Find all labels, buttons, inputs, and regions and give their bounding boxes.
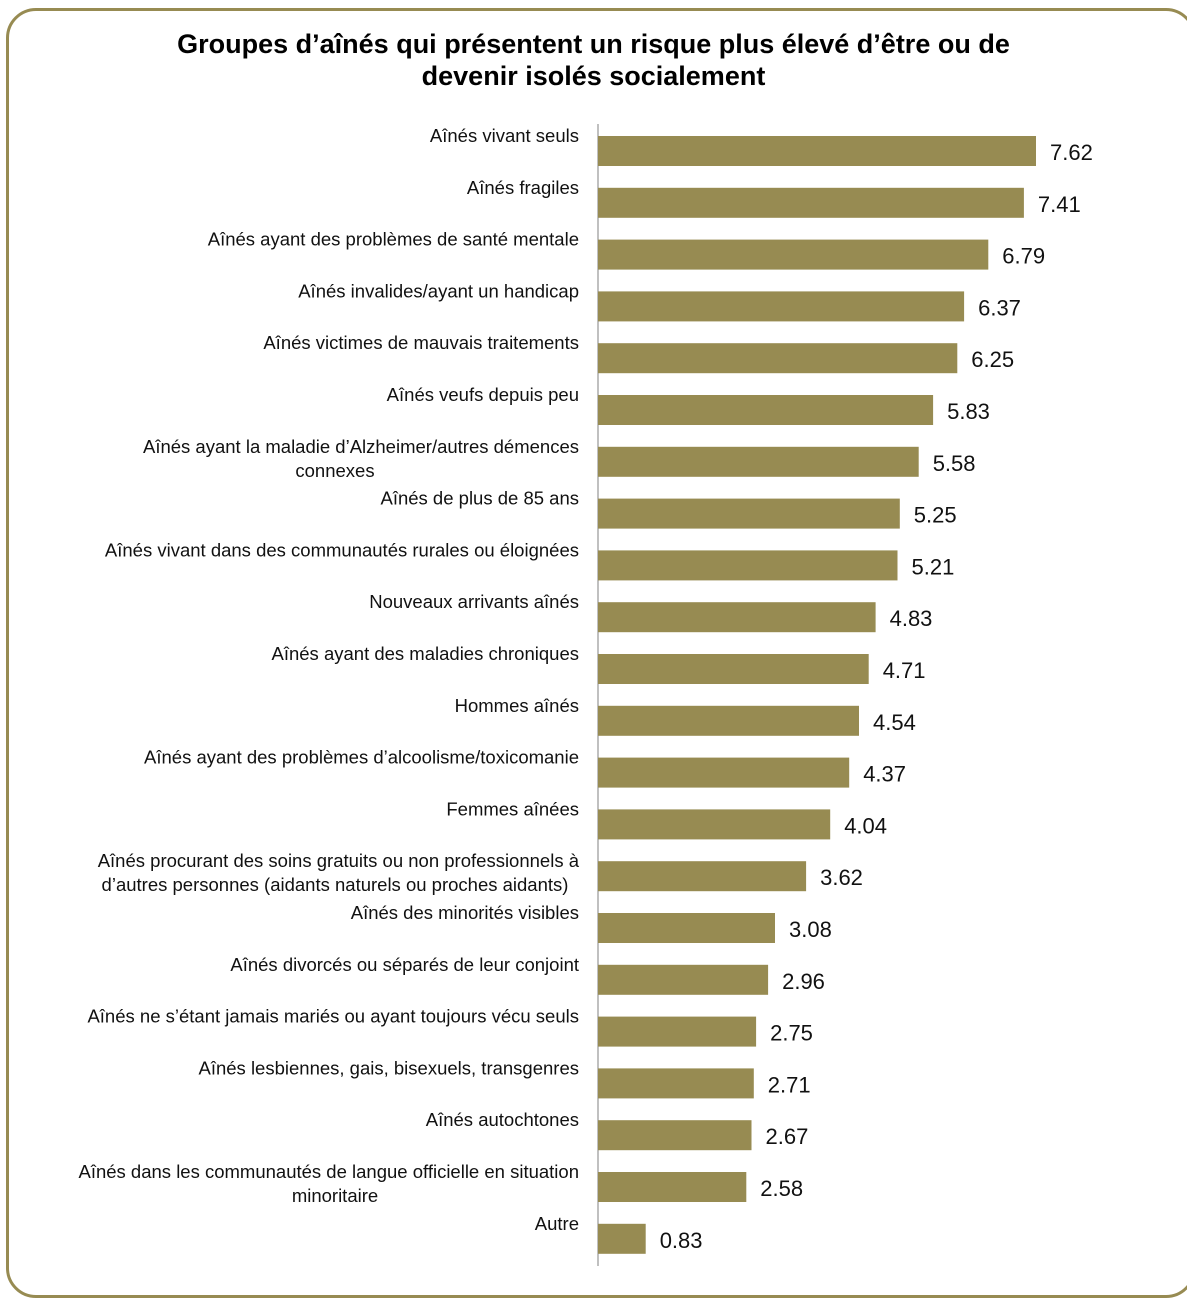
value-label: 7.62 [1050,140,1093,165]
bar [598,809,831,840]
category-label: Aînés ne s’étant jamais mariés ou ayant … [87,1006,579,1027]
category-label: Aînés ayant des maladies chroniques [272,643,580,664]
category-label: Aînés invalides/ayant un handicap [298,280,579,301]
value-label: 4.71 [883,658,926,683]
value-label: 0.83 [660,1228,703,1253]
category-label: Aînés procurant des soins gratuits ou no… [98,850,580,871]
category-label: Aînés dans les communautés de langue off… [78,1161,579,1182]
value-label: 2.71 [768,1072,811,1097]
value-label: 2.58 [760,1176,803,1201]
category-label: Aînés ayant des problèmes de santé menta… [208,229,579,250]
bar [598,343,958,374]
chart-title-line-1: Groupes d’aînés qui présentent un risque… [177,29,1010,59]
bar [598,602,876,633]
bar [598,861,807,892]
category-label: connexes [295,460,374,481]
category-label: Aînés divorcés ou séparés de leur conjoi… [230,954,579,975]
category-labels-group: Aînés vivant seuls Aînés fragiles Aînés ay… [78,125,579,1234]
category-label: Aînés victimes de mauvais traitements [263,332,579,353]
category-label: Aînés fragiles [467,177,579,198]
bar [598,913,775,943]
value-label: 5.25 [914,503,957,528]
value-label: 4.04 [844,813,887,838]
value-label: 3.08 [789,917,832,942]
bar [598,757,850,788]
chart-frame [6,8,1187,1298]
category-label: Autre [535,1213,579,1234]
chart-title-line-2: devenir isolés socialement [421,61,766,91]
bar [598,964,769,995]
value-label: 5.21 [912,554,955,579]
category-label: Aînés lesbiennes, gais, bisexuels, trans… [199,1057,580,1078]
bar [598,1223,646,1254]
bar [598,1120,752,1151]
bar [598,654,869,684]
value-labels-group: 7.62 7.41 6.79 6.37 6.25 5.83 5.58 5.25 5.21 4.83… [660,140,1093,1253]
value-label: 5.83 [947,399,990,424]
chart-title: Groupes d’aînés qui présentent un risque… [0,28,1187,92]
category-label: Aînés vivant seuls [430,125,579,146]
bar [598,498,900,529]
bar [598,550,898,581]
category-label: Femmes aînées [446,798,579,819]
bar [598,187,1024,218]
value-label: 5.58 [933,451,976,476]
value-label: 4.37 [863,762,906,787]
bar [598,239,989,270]
bar [598,395,934,425]
category-label: Aînés des minorités visibles [351,902,579,923]
category-label: minoritaire [292,1185,378,1206]
category-label: Aînés de plus de 85 ans [380,488,579,509]
value-label: 6.79 [1002,244,1045,269]
category-label: Aînés veufs depuis peu [387,384,579,405]
value-label: 7.41 [1038,192,1081,217]
bar [598,1068,754,1099]
category-label: Aînés ayant des problèmes d’alcoolisme/t… [144,747,579,768]
bar [598,446,919,477]
category-label: Aînés ayant la maladie d’Alzheimer/autre… [143,436,579,457]
value-label: 3.62 [820,865,863,890]
value-label: 4.54 [873,710,916,735]
bar [598,1016,757,1047]
category-label: Hommes aînés [455,695,579,716]
bar [598,705,859,736]
bar [598,136,1036,166]
category-label: d’autres personnes (aidants naturels ou … [102,874,569,895]
bar [598,291,965,322]
category-label: Aînés autochtones [426,1109,579,1130]
category-label: Aînés vivant dans des communautés rurale… [105,539,579,560]
bar [598,1172,747,1202]
value-label: 2.75 [770,1021,813,1046]
value-label: 2.67 [766,1124,809,1149]
value-label: 2.96 [782,969,825,994]
category-label: Nouveaux arrivants aînés [369,591,579,612]
value-label: 6.37 [978,295,1021,320]
bars-group [598,136,1036,1254]
value-label: 4.83 [890,606,933,631]
value-label: 6.25 [971,347,1014,372]
